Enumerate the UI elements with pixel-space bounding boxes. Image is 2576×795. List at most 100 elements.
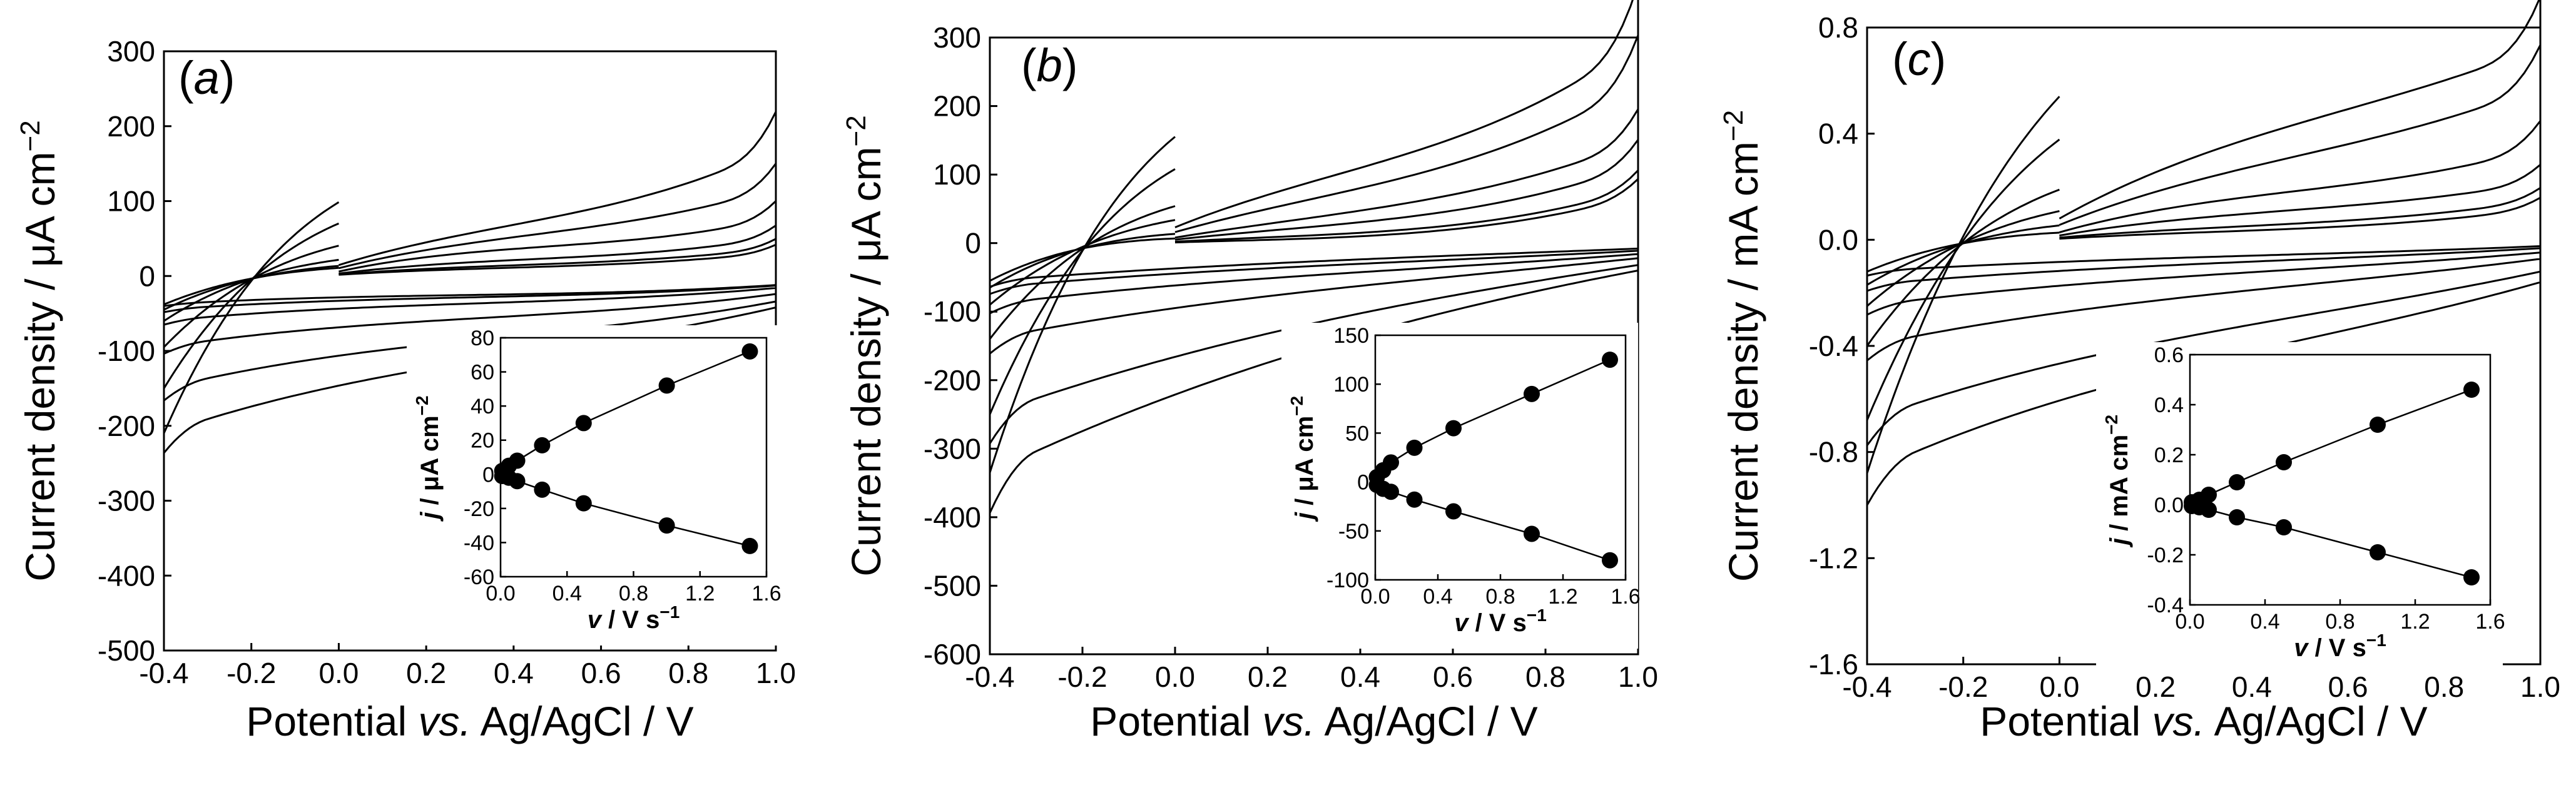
inset-x-title-italic: v	[1454, 609, 1470, 637]
inset-y-title-part: / μA cm	[1291, 416, 1318, 512]
y-tick-label: 300	[107, 35, 155, 68]
cv-curve-3	[163, 225, 777, 326]
inset-y-tick-label: 150	[1333, 324, 1369, 348]
inset-x-tick-label: 0.8	[2325, 610, 2355, 634]
panel-c: -0.4 -0.2 0.0 0.2 0.4 0.6 0.8 1.0 -1.6 -1.2 -0.8 -0…	[1718, 0, 2560, 744]
inset-y-title-part: / mA cm	[2105, 435, 2133, 538]
inset-y-title-italic: j	[416, 512, 444, 522]
x-axis-title-part: Ag/AgCl / V	[2205, 698, 2428, 744]
inset-point-anodic	[509, 452, 526, 469]
inset: 0.0 0.4 0.8 1.2 1.6 -0.4 -0.2 0.0 0.2 0.4 0.6 v / V…	[2096, 342, 2505, 674]
x-tick-label: 0.0	[1155, 661, 1195, 693]
inset-point-cathodic	[2463, 569, 2480, 585]
y-tick-label: -200	[924, 364, 981, 397]
inset-point-cathodic	[534, 481, 551, 498]
cv-curve-4	[1866, 119, 2542, 362]
panel-label-paren: )	[1931, 33, 1947, 85]
x-tick-label: 0.4	[494, 657, 534, 689]
inset-x-tick-label: 1.6	[1611, 585, 1640, 609]
inset-x-tick-label: 1.2	[1548, 585, 1577, 609]
inset-x-tick-label: 1.6	[751, 582, 781, 605]
inset-y-tick-label: 80	[471, 327, 494, 350]
inset-point-anodic	[2370, 417, 2386, 433]
cv-curve-1	[163, 243, 777, 307]
inset-y-tick-label: 40	[471, 395, 494, 418]
cv-curve-5	[1866, 44, 2542, 447]
y-tick-label: 100	[933, 158, 981, 191]
inset-x-tick-label: 0.4	[552, 582, 582, 605]
y-tick-label: -300	[98, 485, 155, 517]
inset-x-tick-label: 1.2	[685, 582, 715, 605]
inset-point-anodic	[1406, 439, 1423, 456]
x-axis-title-part: Potential	[1090, 698, 1262, 744]
x-tick-label: 0.8	[2424, 671, 2464, 703]
cv-curves	[163, 111, 777, 454]
inset-point-cathodic	[2370, 544, 2386, 560]
inset-point-anodic	[2229, 474, 2245, 490]
y-axis-title: Current density / mA cm−2	[1718, 110, 1766, 582]
inset: 0.0 0.4 0.8 1.2 1.6 -100 -50 0 50 100 150 v / V s−1…	[1281, 323, 1641, 649]
inset-y-tick-label: -40	[464, 531, 494, 555]
inset-x-tick-label: 0.0	[2175, 610, 2204, 634]
x-axis-title-part: Ag/AgCl / V	[1315, 698, 1538, 744]
inset-point-cathodic	[2201, 502, 2217, 518]
x-tick-label: 1.0	[1618, 661, 1658, 693]
cv-curve-1	[1866, 196, 2542, 277]
inset-x-tick-label: 0.8	[619, 582, 648, 605]
panel-a: -0.4 -0.2 0.0 0.2 0.4 0.6 0.8 1.0-500-400-300-2…	[15, 35, 796, 744]
cv-curve-4	[163, 200, 777, 355]
y-tick-label: -500	[98, 634, 155, 667]
inset-point-cathodic	[1445, 503, 1462, 520]
inset-y-tick-label: -20	[464, 497, 494, 521]
inset-point-cathodic	[741, 537, 758, 554]
inset-y-tick-label: -0.2	[2147, 544, 2184, 567]
inset-y-title-part: / μA cm	[416, 415, 444, 512]
inset-x-title-sup: −1	[659, 602, 680, 622]
x-tick-label: 0.6	[1433, 661, 1473, 693]
panel-label-letter: c	[1908, 33, 1931, 85]
inset-background	[2096, 342, 2503, 674]
x-axis-title: Potential vs. Ag/AgCl / V	[1090, 698, 1537, 744]
y-axis-title: Current density / μA cm−2	[841, 115, 889, 576]
panel-label-paren: )	[1062, 39, 1078, 91]
x-tick-label: 1.0	[756, 657, 796, 689]
inset-point-anodic	[658, 377, 675, 394]
x-tick-label: 0.2	[1248, 661, 1288, 693]
x-tick-label: 0.4	[1340, 661, 1380, 693]
x-axis-title-italic: vs.	[418, 698, 471, 744]
cv-curve-4	[989, 108, 1639, 355]
x-tick-label: 1.0	[2520, 671, 2560, 703]
inset-y-title-sup: −2	[412, 395, 432, 415]
inset-x-axis-title: v / V s−1	[2294, 630, 2386, 662]
x-tick-label: 0.8	[1525, 661, 1565, 693]
inset-x-tick-label: 0.4	[2250, 610, 2279, 634]
inset-x-title-italic: v	[588, 606, 603, 634]
inset-y-tick-label: 0	[482, 463, 494, 487]
inset-x-axis-title: v / V s−1	[588, 602, 680, 634]
y-axis-title-main: Current density / mA cm	[1720, 141, 1766, 582]
inset-point-anodic	[534, 437, 551, 453]
inset-x-tick-label: 1.6	[2475, 610, 2505, 634]
inset-point-anodic	[1383, 454, 1399, 471]
inset-point-cathodic	[1602, 552, 1618, 569]
panel-label-paren: )	[220, 52, 235, 104]
x-tick-label: 0.4	[2232, 671, 2272, 703]
panel-label: (b)	[1021, 39, 1077, 91]
y-tick-label: 0.4	[1818, 118, 1858, 150]
y-tick-label: 0.8	[1818, 11, 1858, 44]
inset-point-cathodic	[2276, 519, 2292, 535]
y-tick-label: -400	[98, 559, 155, 592]
inset-y-tick-label: 50	[1345, 422, 1369, 445]
inset-y-tick-label: -100	[1326, 569, 1369, 592]
x-axis-title: Potential vs. Ag/AgCl / V	[1980, 698, 2427, 744]
inset-point-cathodic	[1406, 491, 1423, 508]
inset-y-axis-title: j / mA cm−2	[2102, 415, 2133, 548]
y-tick-label: -200	[98, 410, 155, 442]
x-axis-title: Potential vs. Ag/AgCl / V	[246, 698, 693, 744]
y-axis-title: Current density / μA cm−2	[15, 120, 63, 581]
inset-background	[1281, 323, 1638, 649]
cv-curve-1	[989, 178, 1639, 288]
cv-curve-2	[989, 169, 1639, 295]
y-tick-label: -600	[924, 638, 981, 671]
